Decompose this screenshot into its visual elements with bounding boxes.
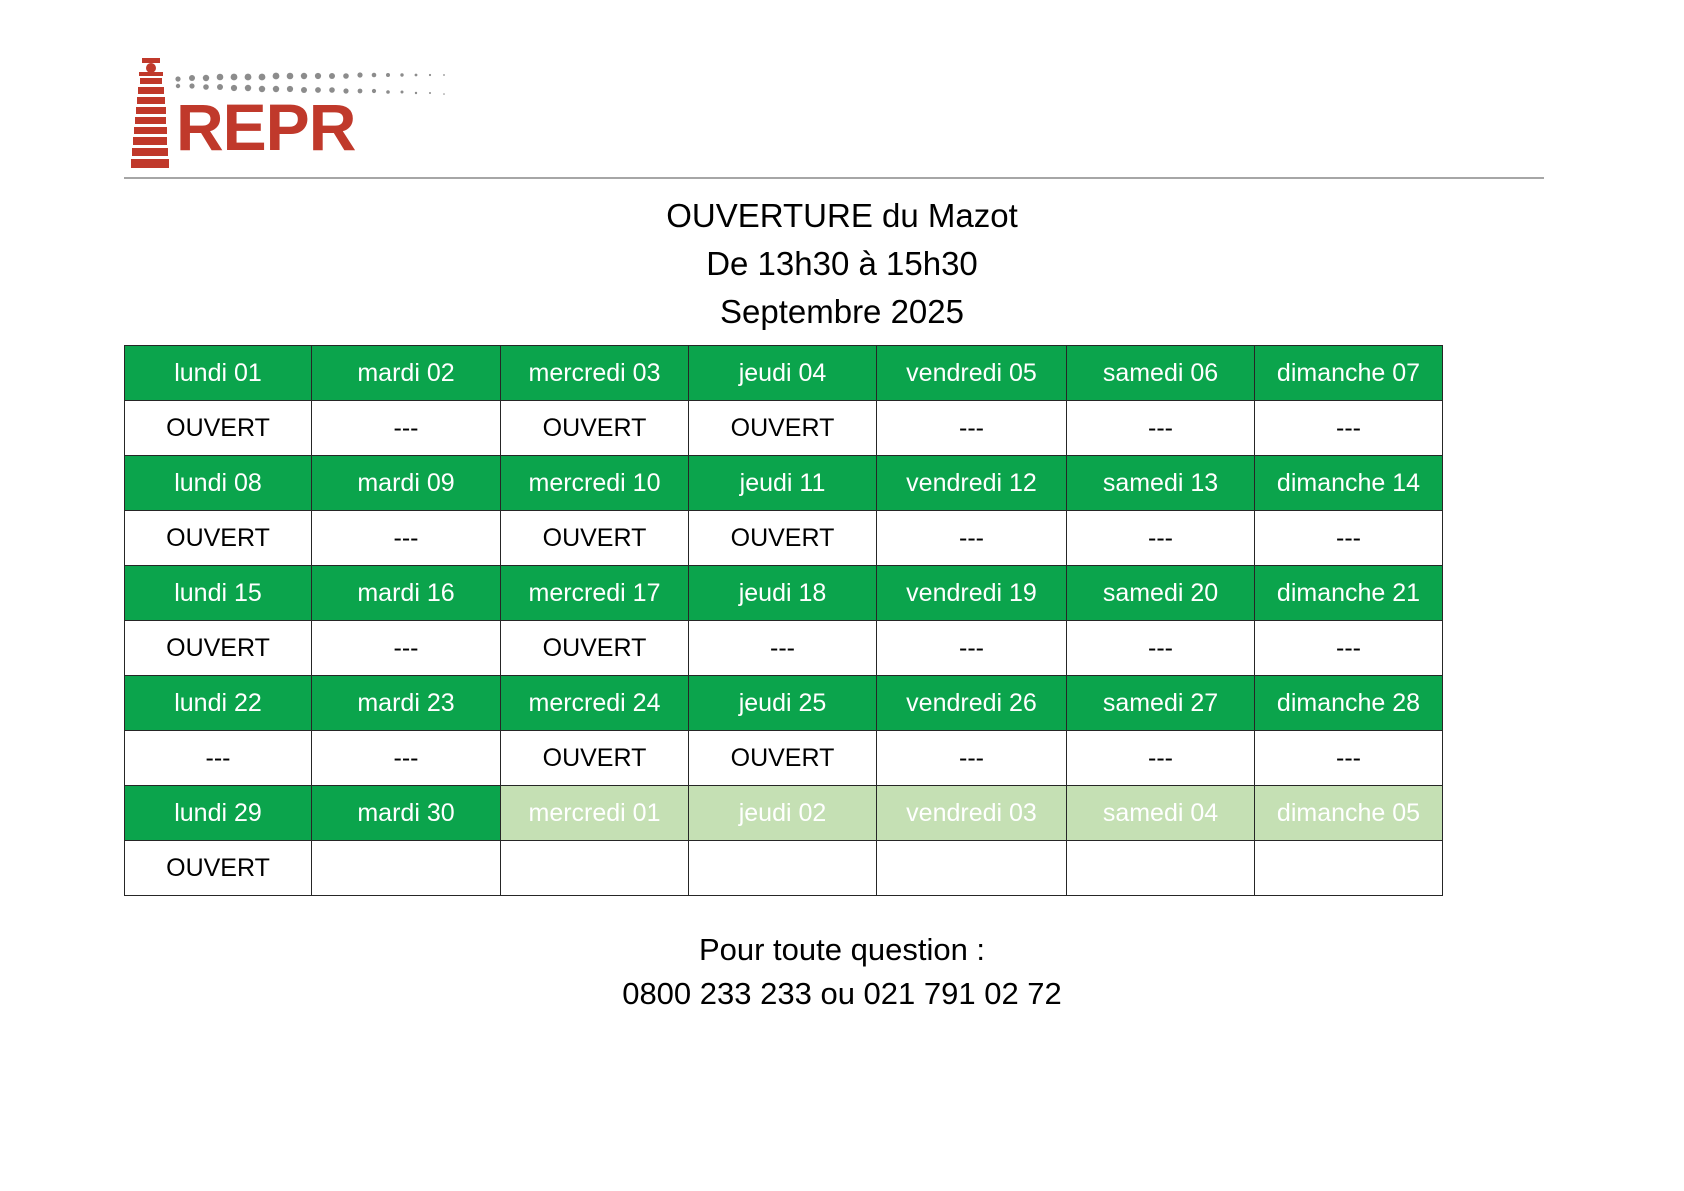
status-cell: OUVERT (688, 510, 877, 566)
status-cell: --- (1254, 400, 1443, 456)
status-cell: --- (876, 620, 1067, 676)
day-header-cell: jeudi 25 (688, 675, 877, 731)
day-header-cell: mercredi 03 (500, 345, 689, 401)
status-cell (500, 840, 689, 896)
table-row-days: lundi 22 mardi 23 mercredi 24 jeudi 25 vendr… (124, 675, 1443, 731)
day-header-cell: jeudi 11 (688, 455, 877, 511)
status-cell: --- (688, 620, 877, 676)
page-subtitle-month: Septembre 2025 (719, 293, 964, 330)
status-cell (876, 840, 1067, 896)
status-cell: OUVERT (124, 620, 312, 676)
day-header-cell: mardi 09 (311, 455, 501, 511)
page-header: REPR (0, 0, 1684, 180)
status-cell: --- (1066, 510, 1255, 566)
status-cell: --- (1254, 730, 1443, 786)
day-header-cell: samedi 13 (1066, 455, 1255, 511)
status-cell: --- (311, 400, 501, 456)
status-cell: OUVERT (500, 730, 689, 786)
day-header-cell: mercredi 17 (500, 565, 689, 621)
status-cell: --- (876, 730, 1067, 786)
day-header-cell: mardi 02 (311, 345, 501, 401)
table-row-status: OUVERT --- OUVERT OUVERT --- --- --- (124, 400, 1443, 456)
table-row-days: lundi 01 mardi 02 mercredi 03 jeudi 04 vendr… (124, 345, 1443, 401)
status-cell (311, 840, 501, 896)
header-divider (124, 177, 1544, 179)
status-cell: --- (1066, 620, 1255, 676)
status-cell: --- (124, 730, 312, 786)
status-cell: --- (1066, 400, 1255, 456)
status-cell: --- (876, 400, 1067, 456)
status-cell: OUVERT (124, 840, 312, 896)
status-cell: --- (311, 620, 501, 676)
repr-logo: REPR (128, 58, 458, 168)
status-cell: OUVERT (500, 620, 689, 676)
light-beam-dots-icon (175, 72, 445, 95)
day-header-cell: dimanche 07 (1254, 345, 1443, 401)
page-title-block: OUVERTURE du Mazot De 13h30 à 15h30 Sept… (0, 192, 1684, 336)
day-header-cell: lundi 22 (124, 675, 312, 731)
status-cell: OUVERT (688, 730, 877, 786)
day-header-cell: lundi 15 (124, 565, 312, 621)
day-header-cell: jeudi 02 (688, 785, 877, 841)
status-cell: OUVERT (688, 400, 877, 456)
day-header-cell: samedi 20 (1066, 565, 1255, 621)
status-cell: --- (876, 510, 1067, 566)
day-header-cell: samedi 27 (1066, 675, 1255, 731)
footer-question-label: Pour toute question : (698, 932, 986, 967)
day-header-cell: dimanche 14 (1254, 455, 1443, 511)
day-header-cell: dimanche 21 (1254, 565, 1443, 621)
footer-phone-numbers: 0800 233 233 ou 021 791 02 72 (622, 976, 1062, 1011)
day-header-cell: jeudi 04 (688, 345, 877, 401)
table-row-status: --- --- OUVERT OUVERT --- --- --- (124, 730, 1443, 786)
status-cell (688, 840, 877, 896)
status-cell (1066, 840, 1255, 896)
table-row-days: lundi 15 mardi 16 mercredi 17 jeudi 18 vendr… (124, 565, 1443, 621)
status-cell: OUVERT (500, 400, 689, 456)
status-cell (1254, 840, 1443, 896)
status-cell: OUVERT (500, 510, 689, 566)
day-header-cell: lundi 29 (124, 785, 312, 841)
day-header-cell: dimanche 05 (1254, 785, 1443, 841)
day-header-cell: dimanche 28 (1254, 675, 1443, 731)
day-header-cell: samedi 04 (1066, 785, 1255, 841)
day-header-cell: samedi 06 (1066, 345, 1255, 401)
status-cell: --- (1066, 730, 1255, 786)
page-footer: Pour toute question : 0800 233 233 ou 02… (0, 928, 1684, 1016)
page-subtitle-hours: De 13h30 à 15h30 (706, 245, 978, 282)
day-header-cell: jeudi 18 (688, 565, 877, 621)
day-header-cell: vendredi 26 (876, 675, 1067, 731)
page-title: OUVERTURE du Mazot (666, 197, 1018, 234)
day-header-cell: vendredi 03 (876, 785, 1067, 841)
logo-wordmark: REPR (176, 90, 356, 164)
day-header-cell: mardi 30 (311, 785, 501, 841)
day-header-cell: vendredi 12 (876, 455, 1067, 511)
status-cell: OUVERT (124, 510, 312, 566)
table-row-days: lundi 29 mardi 30 mercredi 01 jeudi 02 vendr… (124, 785, 1443, 841)
day-header-cell: mercredi 01 (500, 785, 689, 841)
status-cell: --- (311, 510, 501, 566)
status-cell: --- (311, 730, 501, 786)
opening-schedule-table: lundi 01 mardi 02 mercredi 03 jeudi 04 vendr… (124, 345, 1443, 896)
table-row-status: OUVERT (124, 840, 1443, 896)
status-cell: OUVERT (124, 400, 312, 456)
table-row-status: OUVERT --- OUVERT OUVERT --- --- --- (124, 510, 1443, 566)
lighthouse-icon (131, 58, 169, 168)
day-header-cell: mardi 23 (311, 675, 501, 731)
day-header-cell: mardi 16 (311, 565, 501, 621)
day-header-cell: mercredi 10 (500, 455, 689, 511)
day-header-cell: mercredi 24 (500, 675, 689, 731)
day-header-cell: vendredi 05 (876, 345, 1067, 401)
day-header-cell: lundi 08 (124, 455, 312, 511)
day-header-cell: vendredi 19 (876, 565, 1067, 621)
status-cell: --- (1254, 620, 1443, 676)
day-header-cell: lundi 01 (124, 345, 312, 401)
table-row-days: lundi 08 mardi 09 mercredi 10 jeudi 11 vendr… (124, 455, 1443, 511)
table-row-status: OUVERT --- OUVERT --- --- --- --- (124, 620, 1443, 676)
status-cell: --- (1254, 510, 1443, 566)
